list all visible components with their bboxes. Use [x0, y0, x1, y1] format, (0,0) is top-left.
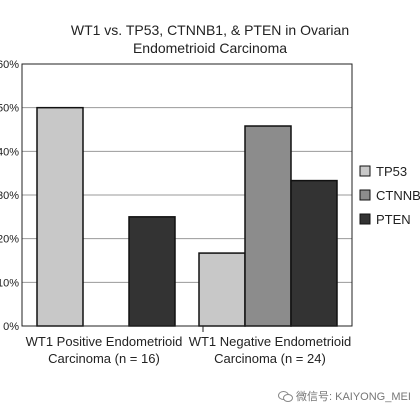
y-tick-label: 60% — [0, 59, 19, 71]
y-tick-label: 10% — [0, 277, 19, 289]
bar-ctnnb1-2 — [244, 125, 292, 327]
bar-tp53-2 — [198, 252, 246, 327]
plot-area-border — [21, 63, 353, 327]
legend-label-ctnnb1: CTNNB1 — [376, 188, 420, 203]
legend: TP53 CTNNB1 PTEN — [359, 164, 420, 227]
y-tick-label: 20% — [0, 234, 19, 246]
watermark: 微信号: KAIYONG_MEI — [278, 388, 411, 404]
wechat-icon — [278, 390, 293, 402]
category-label-line2: Carcinoma (n = 16) — [48, 351, 160, 366]
axes — [21, 63, 353, 332]
y-tick-label: 40% — [0, 146, 19, 158]
legend-label-pten: PTEN — [376, 212, 411, 227]
legend-label-tp53: TP53 — [376, 164, 407, 179]
watermark-text: 微信号: KAIYONG_MEI — [296, 391, 411, 403]
y-tick-label: 50% — [0, 103, 19, 115]
category-label-line1: WT1 Positive Endometrioid — [26, 334, 183, 349]
chart-title-line2: Endometrioid Carcinoma — [132, 40, 288, 56]
chart-title-line1: WT1 vs. TP53, CTNNB1, & PTEN in Ovarian — [70, 22, 350, 38]
y-tick-label: 0% — [3, 321, 19, 333]
legend-swatch-pten — [359, 213, 371, 225]
bar-pten-2 — [290, 179, 338, 327]
category-labels: WT1 Positive Endometrioid Carcinoma (n = … — [26, 334, 352, 366]
y-tick-label: 30% — [0, 190, 19, 202]
y-tick-labels: 0% 10% 20% 30% 40% 50% 60% — [0, 59, 19, 333]
bar-pten-1 — [128, 216, 176, 327]
bar-tp53-1 — [36, 106, 84, 327]
legend-swatch-tp53 — [359, 165, 371, 177]
category-label-line2: Carcinoma (n = 24) — [214, 351, 326, 366]
legend-swatch-ctnnb1 — [359, 189, 371, 201]
bars — [36, 106, 338, 327]
category-label-line1: WT1 Negative Endometrioid — [189, 334, 352, 349]
